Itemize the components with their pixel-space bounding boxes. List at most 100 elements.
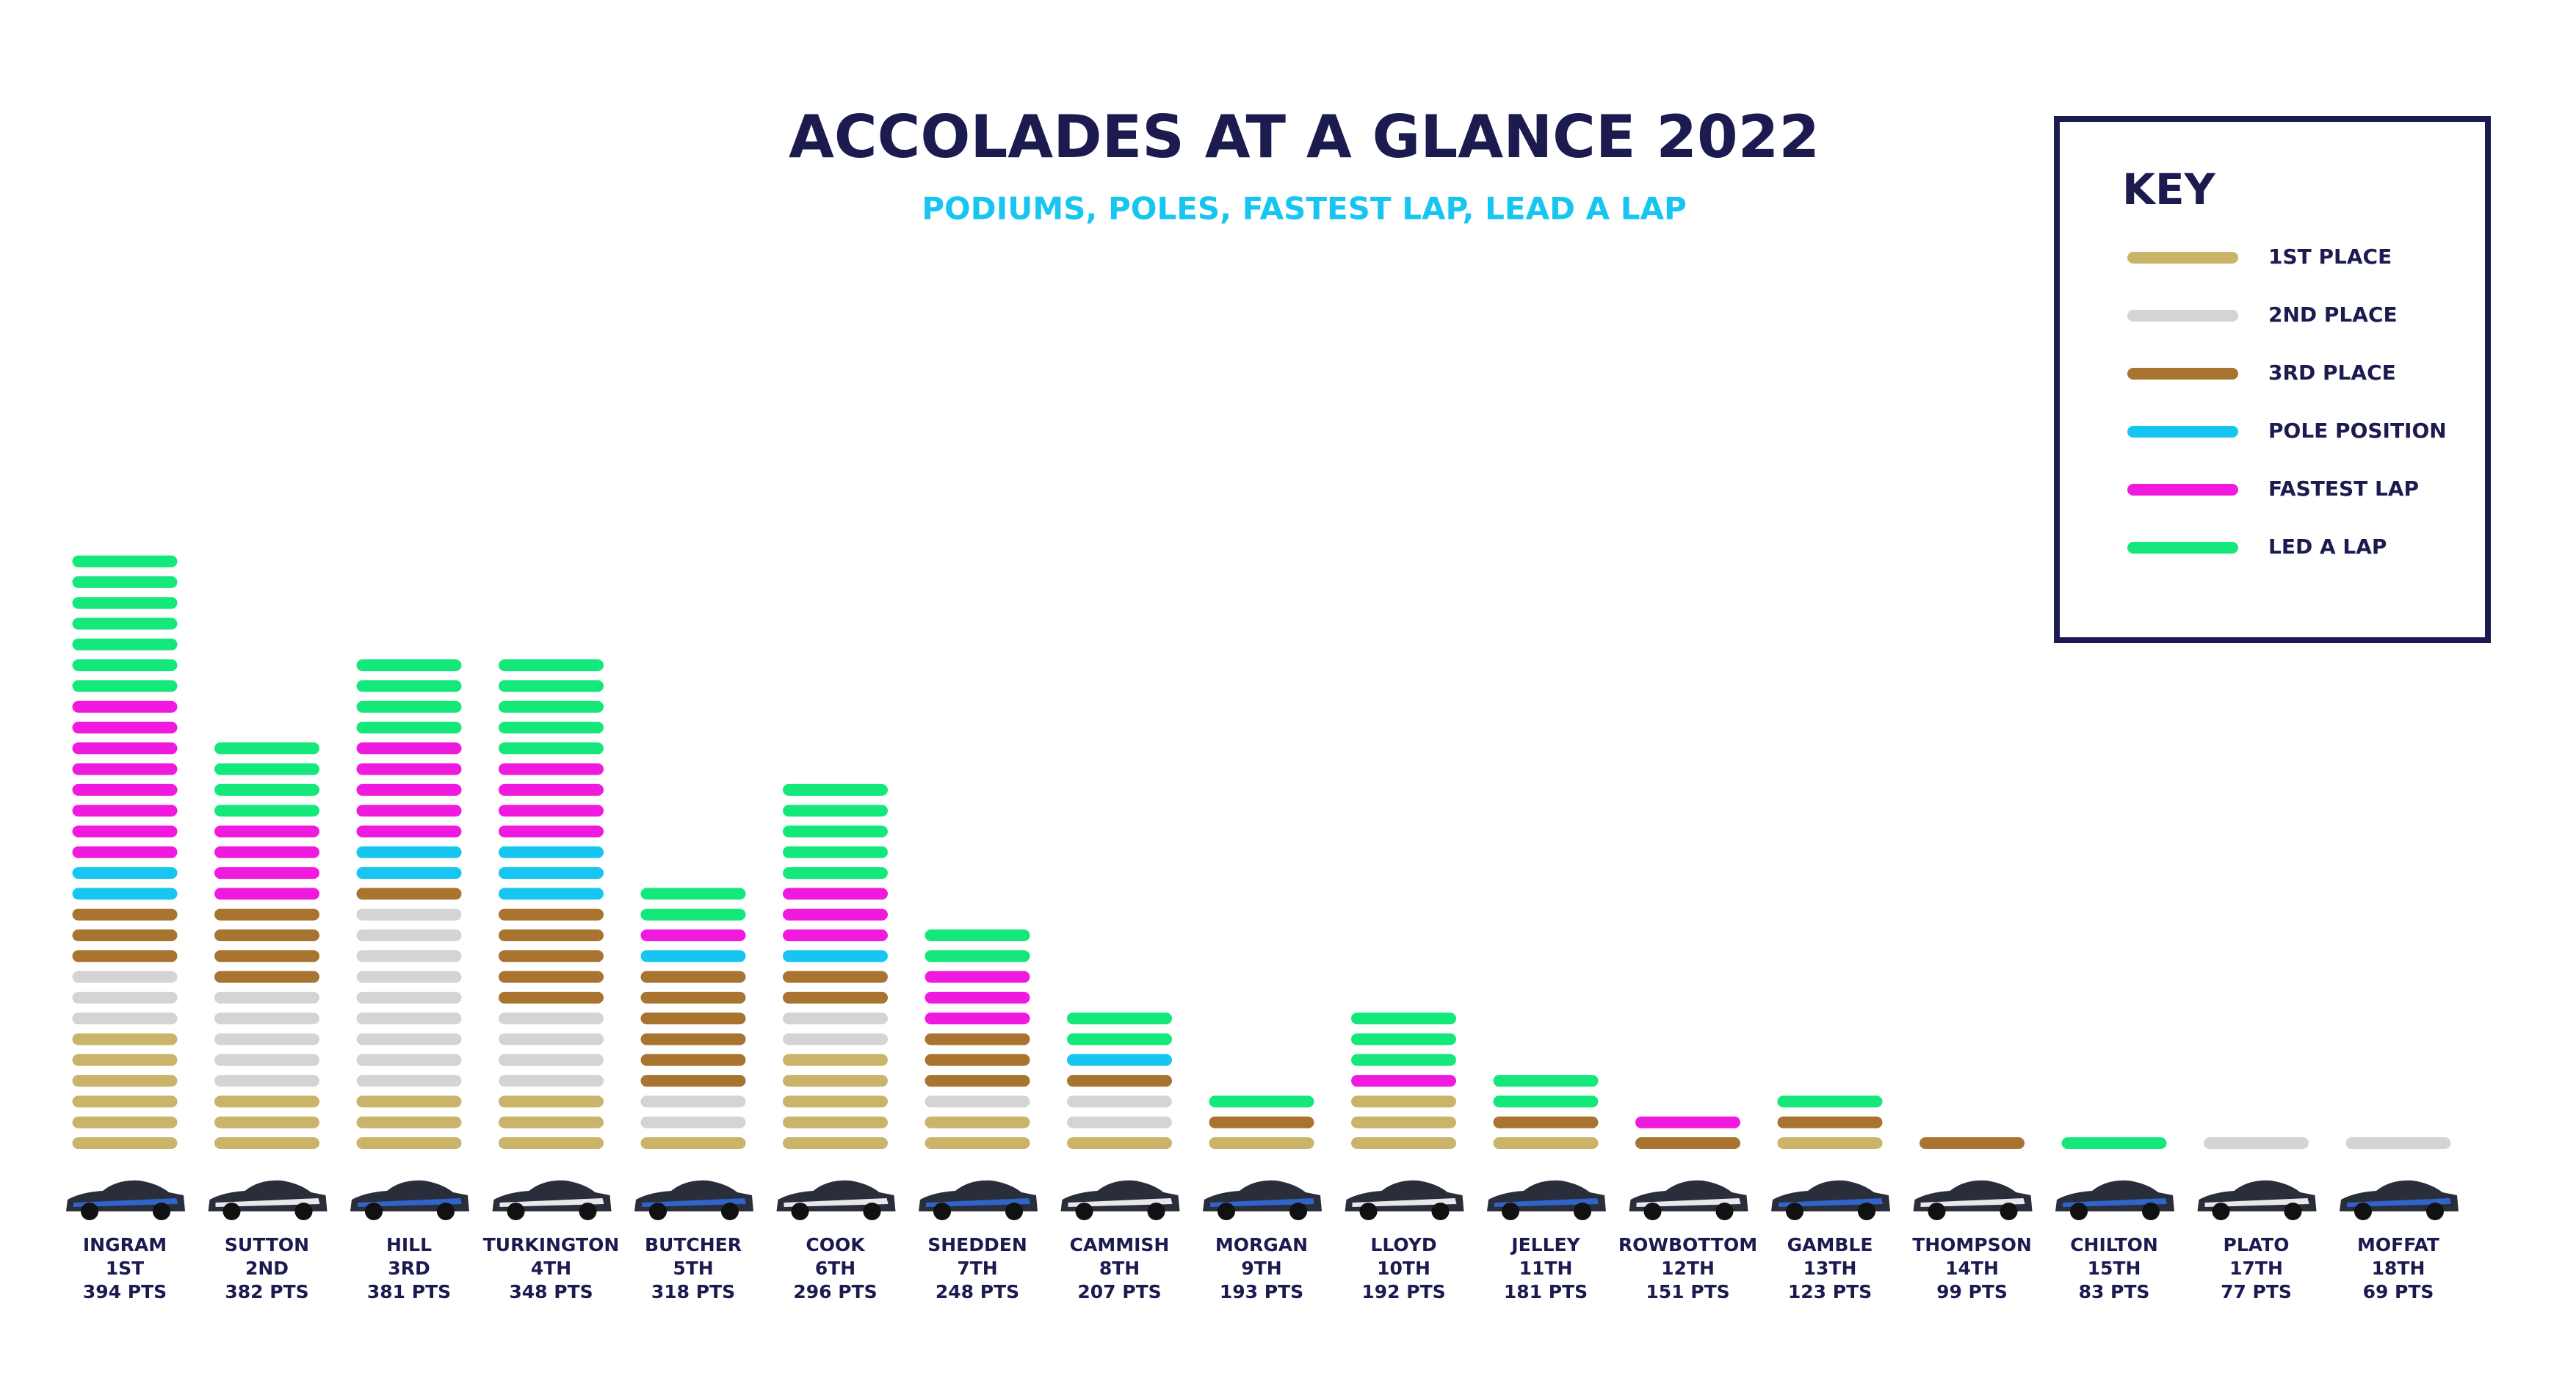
- pill: [72, 929, 178, 941]
- pill: [72, 1075, 178, 1087]
- pill: [783, 783, 888, 796]
- legend-swatch: [2127, 426, 2238, 438]
- x-tick-label: CHILTON: [2070, 1234, 2158, 1255]
- pill: [1351, 1054, 1456, 1066]
- legend-label: LED A LAP: [2268, 534, 2387, 559]
- points-label: 123 PTS: [1788, 1281, 1872, 1302]
- pill-stack: [1067, 1095, 1172, 1128]
- points-label: 181 PTS: [1504, 1281, 1588, 1302]
- pill: [1635, 1137, 1740, 1149]
- wheel: [153, 1203, 170, 1220]
- legend-box: [2054, 116, 2491, 643]
- position-label: 8TH: [1099, 1258, 1140, 1279]
- wheel: [1574, 1203, 1591, 1220]
- pill: [72, 1033, 178, 1045]
- pill-stack: [1920, 1137, 2025, 1149]
- pill: [925, 929, 1030, 941]
- pill: [499, 846, 604, 858]
- pill: [1493, 1075, 1599, 1087]
- pill-stack: [499, 908, 604, 1004]
- pill: [1777, 1095, 1883, 1108]
- legend-swatch: [2127, 542, 2238, 554]
- pill: [72, 1054, 178, 1066]
- pill: [214, 929, 319, 941]
- wheel: [1786, 1203, 1803, 1220]
- pill: [783, 1033, 888, 1045]
- pill: [783, 1095, 888, 1108]
- pill: [783, 825, 888, 838]
- car-livery: [1352, 1198, 1457, 1207]
- pill-stack: [72, 555, 178, 692]
- pill: [499, 1137, 604, 1149]
- pill: [1351, 1095, 1456, 1108]
- pill: [1209, 1116, 1314, 1128]
- pill: [1067, 1033, 1172, 1045]
- pill: [72, 638, 178, 650]
- car-livery: [1494, 1198, 1599, 1207]
- wheel: [1289, 1203, 1307, 1220]
- pill: [925, 950, 1030, 963]
- car-livery: [1636, 1198, 1741, 1207]
- pill-stack: [2204, 1137, 2309, 1149]
- pill: [356, 888, 462, 900]
- pill: [2345, 1137, 2451, 1149]
- pill: [356, 950, 462, 963]
- points-label: 381 PTS: [367, 1281, 451, 1302]
- car-livery: [2063, 1198, 2167, 1207]
- position-label: 3RD: [388, 1258, 430, 1279]
- wheel: [2212, 1203, 2230, 1220]
- points-label: 151 PTS: [1646, 1281, 1729, 1302]
- pill: [214, 950, 319, 963]
- pill-stack: [214, 825, 319, 900]
- pill-stack: [1209, 1137, 1314, 1149]
- pill: [214, 742, 319, 755]
- pill: [783, 929, 888, 941]
- pill: [499, 659, 604, 672]
- pill: [783, 1075, 888, 1087]
- pill: [356, 1095, 462, 1108]
- pill: [499, 825, 604, 838]
- position-label: 6TH: [815, 1258, 855, 1279]
- pill: [640, 950, 746, 963]
- pill: [356, 991, 462, 1004]
- x-tick-label: CAMMISH: [1070, 1234, 1170, 1255]
- wheel: [791, 1203, 809, 1220]
- pill: [214, 763, 319, 775]
- pill: [499, 971, 604, 983]
- points-label: 77 PTS: [2221, 1281, 2292, 1302]
- pill: [925, 971, 1030, 983]
- pill: [214, 908, 319, 921]
- wheel: [1147, 1203, 1165, 1220]
- pill: [640, 1012, 746, 1025]
- pill: [499, 742, 604, 755]
- legend-swatch: [2127, 368, 2238, 380]
- pill: [214, 1075, 319, 1087]
- pill: [499, 1054, 604, 1066]
- position-label: 2ND: [245, 1258, 289, 1279]
- pill-stack: [783, 1012, 888, 1045]
- pill: [356, 971, 462, 983]
- pill-stack: [925, 1095, 1030, 1108]
- car-livery: [926, 1198, 1030, 1207]
- pill-stack: [1635, 1137, 1740, 1149]
- pill: [640, 1095, 746, 1108]
- pill-stack: [1635, 1116, 1740, 1128]
- pill: [356, 908, 462, 921]
- pill: [1067, 1137, 1172, 1149]
- pill-stack: [1493, 1075, 1599, 1108]
- pill: [72, 1095, 178, 1108]
- wheel: [1005, 1203, 1023, 1220]
- pill: [783, 1012, 888, 1025]
- x-tick-label: ROWBOTTOM: [1618, 1234, 1757, 1255]
- pill: [1493, 1137, 1599, 1149]
- pill-stack: [2061, 1137, 2167, 1149]
- pill-stack: [214, 1095, 319, 1149]
- pill: [1777, 1137, 1883, 1149]
- pill: [499, 950, 604, 963]
- pill-stack: [2345, 1137, 2451, 1149]
- legend-label: 1ST PLACE: [2268, 244, 2392, 269]
- pill: [356, 1054, 462, 1066]
- pill: [214, 1033, 319, 1045]
- pill: [499, 991, 604, 1004]
- position-label: 15TH: [2088, 1258, 2141, 1279]
